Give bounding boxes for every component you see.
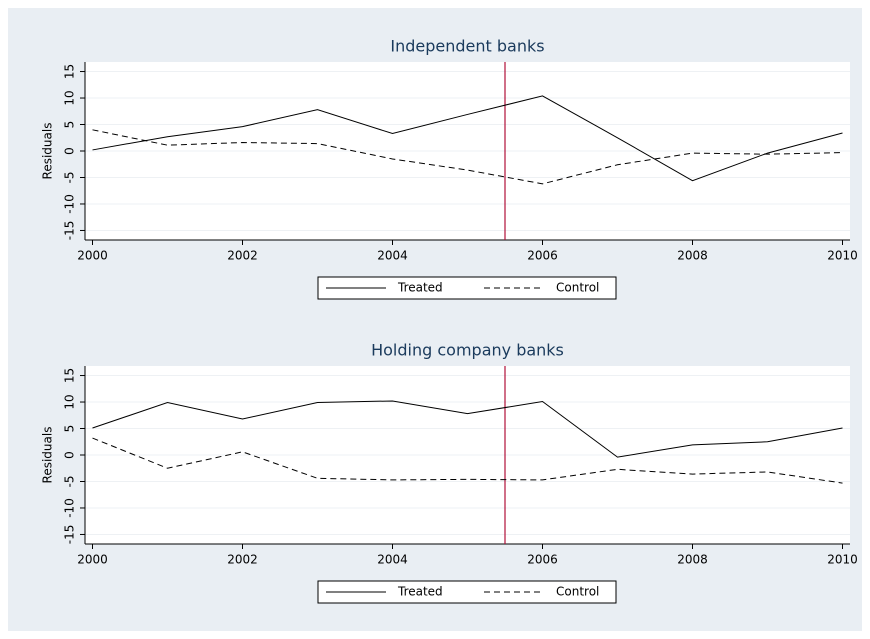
- x-tick-label: 2002: [227, 249, 258, 263]
- legend: [317, 276, 617, 300]
- x-tick-label: 2010: [827, 249, 858, 263]
- y-tick-label: 0: [63, 451, 77, 459]
- x-tick-label: 2004: [377, 249, 408, 263]
- x-tick-label: 2006: [527, 553, 558, 567]
- x-tick-label: 2008: [677, 249, 708, 263]
- chart-title: Holding company banks: [371, 341, 564, 360]
- y-tick-label: -10: [63, 194, 77, 214]
- chart: Independent banks -15 -10 -5 0 5 10 15 2000 2002 2…: [41, 37, 858, 300]
- y-tick-label: 0: [63, 147, 77, 155]
- y-tick-label: -5: [63, 172, 77, 184]
- x-tick-label: 2010: [827, 553, 858, 567]
- chart-title: Independent banks: [390, 37, 544, 56]
- x-tick-label: 2004: [377, 553, 408, 567]
- y-tick-label: -15: [63, 525, 77, 545]
- x-tick-label: 2000: [77, 249, 108, 263]
- x-tick-label: 2000: [77, 553, 108, 567]
- data-line: [92, 400, 843, 458]
- y-tick-label: 5: [63, 121, 77, 129]
- y-tick-label: 5: [63, 425, 77, 433]
- data-line: [92, 129, 843, 185]
- y-axis-label: Residuals: [41, 427, 55, 484]
- chart: Holding company banks -15 -10 -5 0 5 10 15 2000 2…: [41, 341, 858, 604]
- legend-label: Treated: [397, 585, 443, 599]
- y-tick-label: 15: [63, 368, 77, 383]
- y-tick-label: -15: [63, 221, 77, 241]
- y-tick-label: 10: [63, 394, 77, 409]
- legend-label: Treated: [397, 281, 443, 295]
- y-tick-label: 10: [63, 90, 77, 105]
- data-line: [92, 95, 843, 182]
- y-tick-label: -5: [63, 476, 77, 488]
- y-axis-label: Residuals: [41, 123, 55, 180]
- y-tick-label: 15: [63, 64, 77, 79]
- x-tick-label: 2008: [677, 553, 708, 567]
- data-line: [92, 437, 843, 484]
- legend-label: Control: [556, 281, 599, 295]
- legend: [317, 580, 617, 604]
- x-tick-label: 2002: [227, 553, 258, 567]
- y-tick-label: -10: [63, 498, 77, 518]
- x-tick-label: 2006: [527, 249, 558, 263]
- legend-label: Control: [556, 585, 599, 599]
